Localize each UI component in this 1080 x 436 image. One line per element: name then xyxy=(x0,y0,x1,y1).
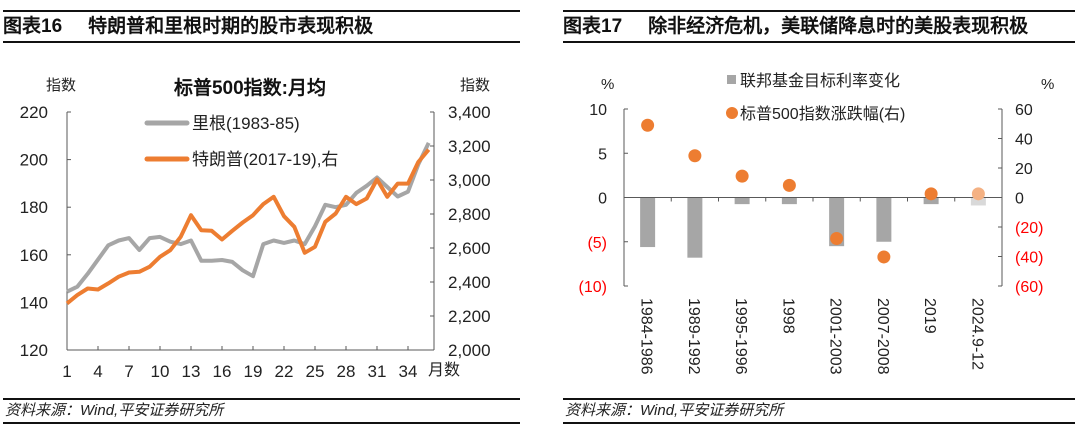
bar-2007-2008 xyxy=(876,197,892,242)
right-y-tick-label: 2,400 xyxy=(448,273,491,292)
x-tick-label: 2007-2008 xyxy=(874,298,891,375)
right-y-tick-label: (60) xyxy=(1015,279,1043,296)
x-tick-label: 13 xyxy=(182,362,201,381)
right-y-tick-label: 2,000 xyxy=(448,341,491,360)
x-tick-label: 16 xyxy=(213,362,232,381)
left-y-tick-label: (10) xyxy=(579,279,607,296)
legend-label-2: 特朗普(2017-19),右 xyxy=(192,150,338,169)
right-y-tick-label: 3,400 xyxy=(448,103,491,122)
point-1995-1996 xyxy=(735,169,749,183)
x-tick-label: 25 xyxy=(306,362,325,381)
left-source-note: 资料来源：Wind,平安证券研究所 xyxy=(3,398,520,424)
right-y-tick-label: (40) xyxy=(1015,250,1043,267)
x-tick-label: 34 xyxy=(399,362,418,381)
left-y-tick-label: 160 xyxy=(20,246,48,265)
x-tick-label: 19 xyxy=(244,362,263,381)
left-figure-number: 图表16 xyxy=(3,16,63,37)
x-tick-label: 1998 xyxy=(779,298,796,334)
right-y-axis-label: 指数 xyxy=(460,77,490,94)
point-2024.9-12 xyxy=(971,187,985,201)
x-tick-label: 1984-1986 xyxy=(638,298,655,375)
x-tick-label: 1989-1992 xyxy=(685,298,702,375)
right-y-tick-label: 60 xyxy=(1015,102,1033,119)
series-line-1 xyxy=(66,142,431,294)
right-y-tick-label: 3,200 xyxy=(448,137,491,156)
left-figure-header: 图表16 特朗普和里根时期的股市表现积极 xyxy=(3,10,520,43)
right-y-tick-label: 3,000 xyxy=(448,171,491,190)
right-y-tick-label: 2,600 xyxy=(448,239,491,258)
x-tick-label: 2024.9-12 xyxy=(968,298,985,370)
bar-1995-1996 xyxy=(734,197,750,205)
left-y-axis-label: 指数 xyxy=(46,77,76,94)
right-figure-header: 图表17 除非经济危机，美联储降息时的美股表现积极 xyxy=(563,10,1075,43)
legend-label-1: 里根(1983-85) xyxy=(192,114,300,133)
point-2007-2008 xyxy=(877,250,891,264)
point-2001-2003 xyxy=(830,232,844,246)
left-y-tick-label: 0 xyxy=(598,191,607,208)
left-y-axis-label: % xyxy=(601,76,614,93)
legend-label-bar: 联邦基金目标利率变化 xyxy=(740,72,900,90)
left-y-tick-label: 200 xyxy=(20,151,48,170)
x-tick-label: 10 xyxy=(151,362,170,381)
left-y-tick-label: 120 xyxy=(20,341,48,360)
bar-1984-1986 xyxy=(640,197,656,248)
legend-swatch-point xyxy=(726,107,738,119)
right-y-axis-label: % xyxy=(1041,76,1054,93)
left-y-tick-label: 10 xyxy=(589,102,607,119)
point-1984-1986 xyxy=(641,118,655,132)
x-tick-label: 28 xyxy=(337,362,356,381)
series-line-2 xyxy=(65,148,431,305)
left-y-tick-label: 140 xyxy=(20,293,48,312)
left-y-tick-label: 180 xyxy=(20,198,48,217)
right-y-tick-label: 20 xyxy=(1015,161,1033,178)
x-tick-label: 2019 xyxy=(921,298,938,334)
left-y-tick-label: (5) xyxy=(587,235,607,252)
x-tick-label: 7 xyxy=(124,362,133,381)
point-1989-1992 xyxy=(688,149,702,163)
bar-2019 xyxy=(923,197,939,205)
bar-2024.9-12 xyxy=(970,197,986,206)
right-y-tick-label: 2,800 xyxy=(448,205,491,224)
legend-label-point: 标普500指数涨跌幅(右) xyxy=(740,105,905,123)
x-tick-label: 22 xyxy=(275,362,294,381)
right-y-tick-label: 40 xyxy=(1015,132,1033,149)
x-tick-label: 2001-2003 xyxy=(827,298,844,375)
x-axis-label: 月数 xyxy=(428,361,460,379)
point-1998 xyxy=(782,178,796,192)
point-2019 xyxy=(924,187,938,201)
right-y-tick-label: (20) xyxy=(1015,220,1043,237)
right-figure-number: 图表17 xyxy=(563,16,623,37)
bar-1989-1992 xyxy=(687,197,703,258)
x-tick-label: 4 xyxy=(93,362,102,381)
right-y-tick-label: 2,200 xyxy=(448,307,491,326)
x-tick-label: 31 xyxy=(368,362,387,381)
bar-1998 xyxy=(781,197,797,205)
chart-title: 标普500指数:月均 xyxy=(174,76,326,99)
legend-swatch-bar xyxy=(727,75,736,84)
right-source-note: 资料来源：Wind,平安证券研究所 xyxy=(563,398,1075,424)
x-tick-label: 1 xyxy=(62,362,71,381)
right-y-tick-label: 0 xyxy=(1015,191,1024,208)
left-y-tick-label: 220 xyxy=(20,103,48,122)
left-y-tick-label: 5 xyxy=(598,146,607,163)
right-figure-title: 除非经济危机，美联储降息时的美股表现积极 xyxy=(648,16,1029,37)
x-tick-label: 1995-1996 xyxy=(732,298,749,375)
left-figure-title: 特朗普和里根时期的股市表现积极 xyxy=(88,16,374,37)
